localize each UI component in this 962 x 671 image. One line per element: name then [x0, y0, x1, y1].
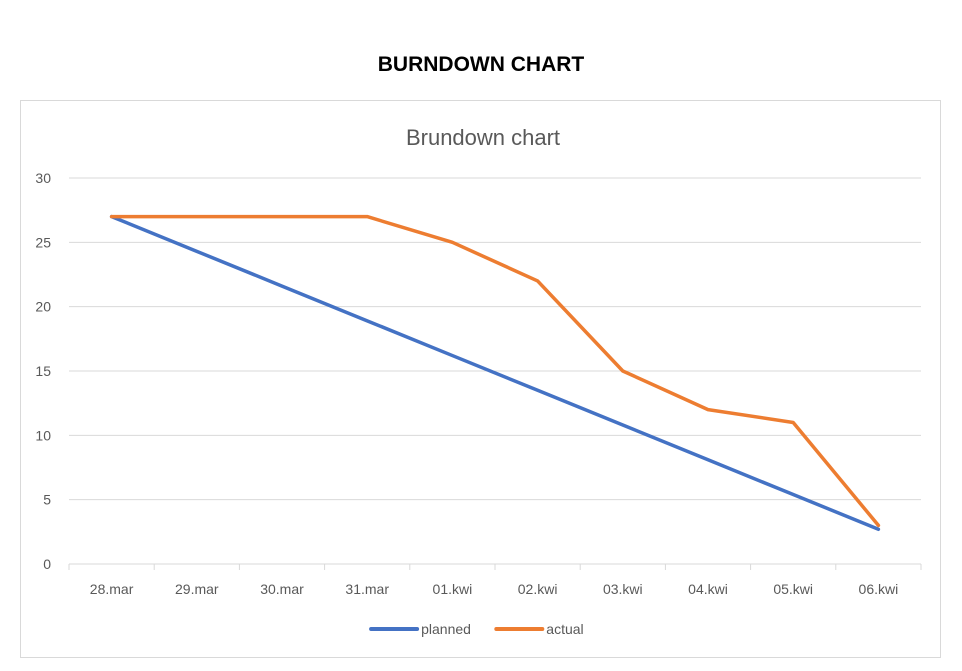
x-tick-label: 31.mar	[345, 581, 389, 597]
legend: planned actual	[369, 621, 584, 637]
y-tick-label: 10	[35, 427, 51, 443]
legend-label-planned: planned	[421, 621, 471, 637]
y-tick-label: 0	[43, 556, 51, 572]
chart-title: Brundown chart	[406, 125, 560, 150]
y-tick-label: 30	[35, 170, 51, 186]
x-tick-label: 06.kwi	[859, 581, 899, 597]
y-tick-label: 25	[35, 234, 51, 250]
page-heading: BURNDOWN CHART	[377, 53, 585, 76]
data-series	[109, 214, 881, 532]
x-tick-label: 30.mar	[260, 581, 304, 597]
chart-area: Brundown chart 0 5 10 15 20 25 30 28.mar 29.mar…	[20, 100, 941, 658]
burndown-line-chart: Brundown chart 0 5 10 15 20 25 30 28.mar 29.mar…	[35, 125, 922, 637]
x-axis-ticks: 28.mar 29.mar 30.mar 31.mar 01.kwi 02.kwi 03.k…	[90, 581, 898, 597]
y-tick-label: 20	[35, 299, 51, 315]
y-tick-label: 5	[43, 492, 51, 508]
x-tick-label: 28.mar	[90, 581, 134, 597]
x-tick-label: 29.mar	[175, 581, 219, 597]
x-tick-label: 04.kwi	[688, 581, 728, 597]
legend-label-actual: actual	[546, 621, 583, 637]
y-tick-label: 15	[35, 363, 51, 379]
gridlines	[69, 177, 921, 501]
x-tick-label: 03.kwi	[603, 581, 643, 597]
x-tick-label: 02.kwi	[518, 581, 558, 597]
x-tick-label: 05.kwi	[773, 581, 813, 597]
series-line-actual	[109, 214, 881, 528]
x-axis	[68, 563, 922, 570]
x-tick-label: 01.kwi	[433, 581, 473, 597]
series-line-planned	[109, 214, 881, 532]
y-axis-ticks: 0 5 10 15 20 25 30	[35, 170, 51, 572]
